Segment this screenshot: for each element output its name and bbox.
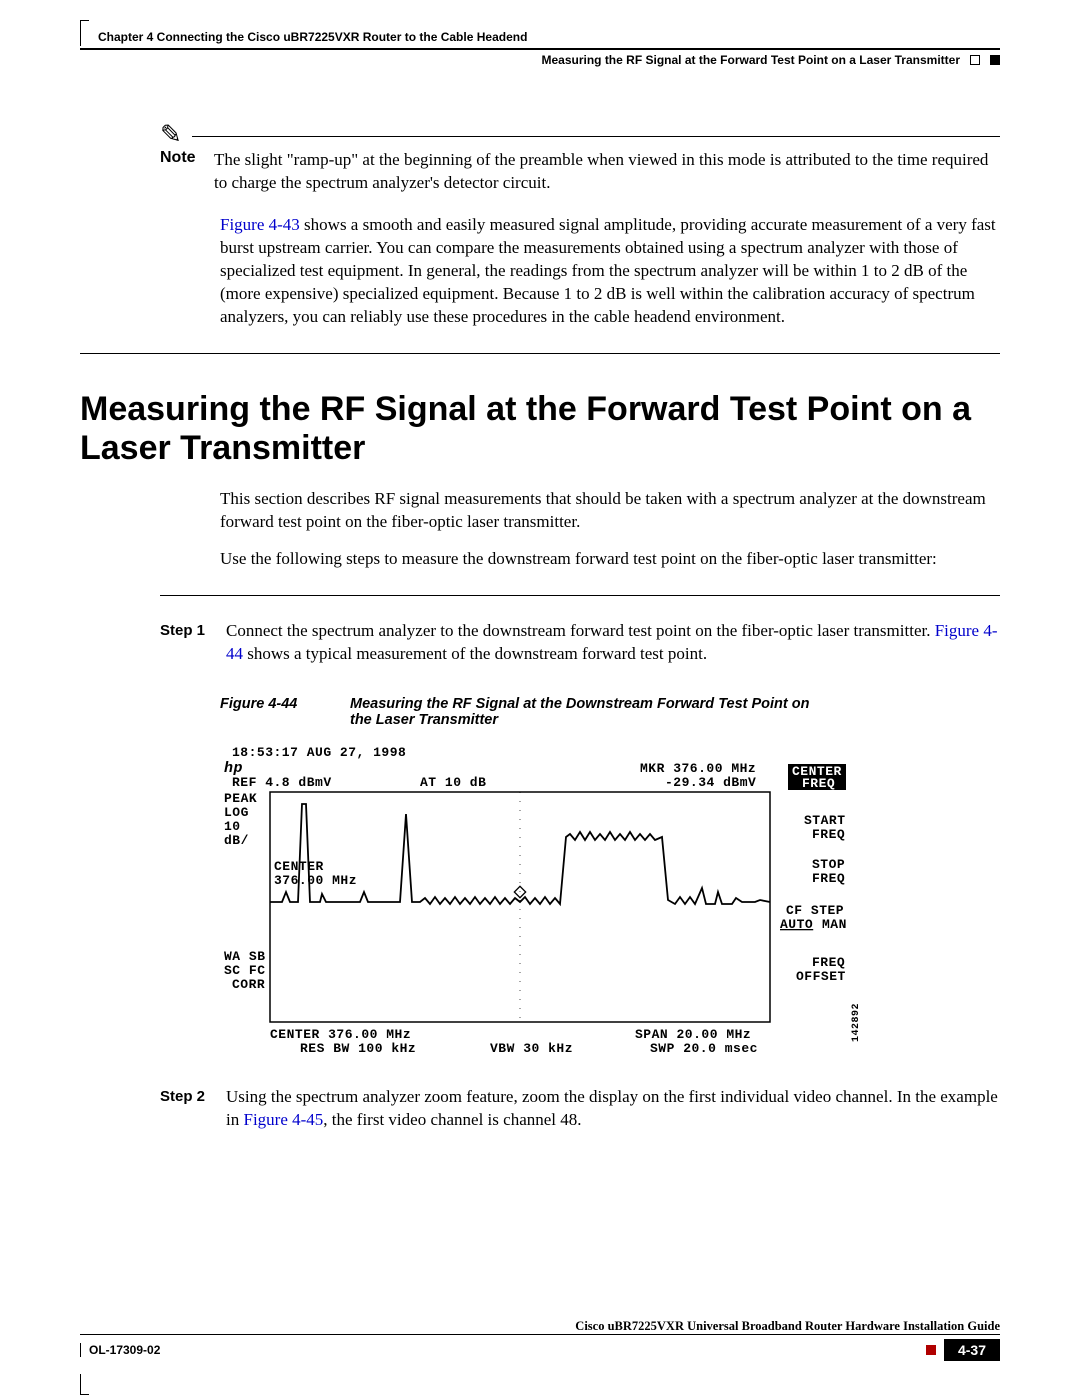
content-area: ✎ Note The slight "ramp-up" at the begin… — [80, 127, 1000, 1132]
steps-divider — [160, 595, 1000, 596]
note-rule-row: ✎ — [160, 127, 1000, 143]
crop-mark-bl — [80, 1374, 89, 1395]
figure-side-code: 142892 — [851, 1003, 862, 1042]
chapter-header: Chapter 4 Connecting the Cisco uBR7225VX… — [98, 30, 1000, 44]
page-footer: Cisco uBR7225VXR Universal Broadband Rou… — [80, 1319, 1000, 1361]
paragraph-1-text: shows a smooth and easily measured signa… — [220, 215, 996, 326]
fig-timestamp: 18:53:17 AUG 27, 1998 — [232, 745, 406, 760]
footer-book-title: Cisco uBR7225VXR Universal Broadband Rou… — [80, 1319, 1000, 1334]
footer-rule — [80, 1334, 1000, 1335]
crop-mark-tl — [80, 20, 89, 46]
figure-caption: Figure 4-44 Measuring the RF Signal at t… — [220, 696, 1000, 728]
fig-sc: SC FC — [224, 963, 266, 978]
fig-corr: CORR — [232, 977, 265, 992]
step-1-text: Connect the spectrum analyzer to the dow… — [226, 620, 1000, 666]
fig-mkr2: -29.34 dBmV — [665, 775, 756, 790]
note-text: The slight "ramp-up" at the beginning of… — [214, 149, 1000, 195]
intro-paragraph-1: This section describes RF signal measure… — [220, 488, 1000, 534]
btn-auto: AUTO — [780, 917, 813, 932]
footer-left: OL-17309-02 — [80, 1343, 160, 1357]
note-block: Note The slight "ramp-up" at the beginni… — [160, 149, 1000, 195]
note-label: Note — [160, 149, 200, 167]
sub-header-text: Measuring the RF Signal at the Forward T… — [541, 53, 960, 67]
figure-link-43[interactable]: Figure 4-43 — [220, 215, 300, 234]
spectrum-analyzer-figure: 18:53:17 AUG 27, 1998 hp REF 4.8 dBmV AT… — [220, 742, 870, 1062]
header-square-outline — [970, 55, 980, 65]
fig-peak: PEAK — [224, 791, 257, 806]
page: Chapter 4 Connecting the Cisco uBR7225VX… — [0, 0, 1080, 1397]
btn-center-l2: FREQ — [802, 776, 835, 791]
footer-red-square — [926, 1345, 936, 1355]
fig-btm-center: CENTER 376.00 MHz — [270, 1027, 411, 1042]
step-1-pre: Connect the spectrum analyzer to the dow… — [226, 621, 935, 640]
step-1-row: Step 1 Connect the spectrum analyzer to … — [160, 620, 1000, 666]
step-2-post: , the first video channel is channel 48. — [323, 1110, 581, 1129]
header-square-solid — [990, 55, 1000, 65]
fig-ref: REF 4.8 dBmV — [232, 775, 332, 790]
step-2-text: Using the spectrum analyzer zoom feature… — [226, 1086, 1000, 1132]
step-1-label: Step 1 — [160, 620, 210, 666]
btn-freq: FREQ — [812, 955, 845, 970]
step-2-row: Step 2 Using the spectrum analyzer zoom … — [160, 1086, 1000, 1132]
fig-btm-res: RES BW 100 kHz — [300, 1041, 416, 1056]
step-2-label: Step 2 — [160, 1086, 210, 1132]
btn-offset: OFFSET — [796, 969, 846, 984]
btn-stop-l2: FREQ — [812, 871, 845, 886]
fig-log: LOG — [224, 805, 249, 820]
fig-wa: WA SB — [224, 949, 266, 964]
plot-frame — [270, 792, 770, 1022]
section-divider — [80, 353, 1000, 354]
fig-btm-span: SPAN 20.00 MHz — [635, 1027, 751, 1042]
step-1-post: shows a typical measurement of the downs… — [243, 644, 707, 663]
fig-atten: AT 10 dB — [420, 775, 486, 790]
note-top-rule — [192, 136, 1000, 137]
footer-row: OL-17309-02 4-37 — [80, 1339, 1000, 1361]
btn-start-l2: FREQ — [812, 827, 845, 842]
fig-btm-vbw: VBW 30 kHz — [490, 1041, 573, 1056]
header-rule — [80, 48, 1000, 50]
fig-mkr1: MKR 376.00 MHz — [640, 761, 756, 776]
fig-btm-swp: SWP 20.0 msec — [650, 1041, 758, 1056]
figure-link-45[interactable]: Figure 4-45 — [243, 1110, 323, 1129]
footer-doc-id: OL-17309-02 — [89, 1343, 160, 1357]
btn-stop-l1: STOP — [812, 857, 845, 872]
btn-start-l1: START — [804, 813, 846, 828]
pencil-icon: ✎ — [160, 127, 182, 143]
fig-log10: 10 — [224, 819, 241, 834]
sub-header-row: Measuring the RF Signal at the Forward T… — [80, 53, 1000, 67]
paragraph-1: Figure 4-43 shows a smooth and easily me… — [220, 214, 1000, 329]
fig-center-lbl2: 376.00 MHz — [274, 873, 357, 888]
btn-cfstep: CF STEP — [786, 903, 844, 918]
section-heading: Measuring the RF Signal at the Forward T… — [80, 390, 1000, 468]
figure-label: Figure 4-44 — [220, 696, 320, 728]
page-number: 4-37 — [944, 1339, 1000, 1361]
intro-paragraph-2: Use the following steps to measure the d… — [220, 548, 1000, 571]
figure-caption-text: Measuring the RF Signal at the Downstrea… — [350, 696, 830, 728]
fig-db: dB/ — [224, 833, 249, 848]
btn-man: MAN — [822, 917, 847, 932]
